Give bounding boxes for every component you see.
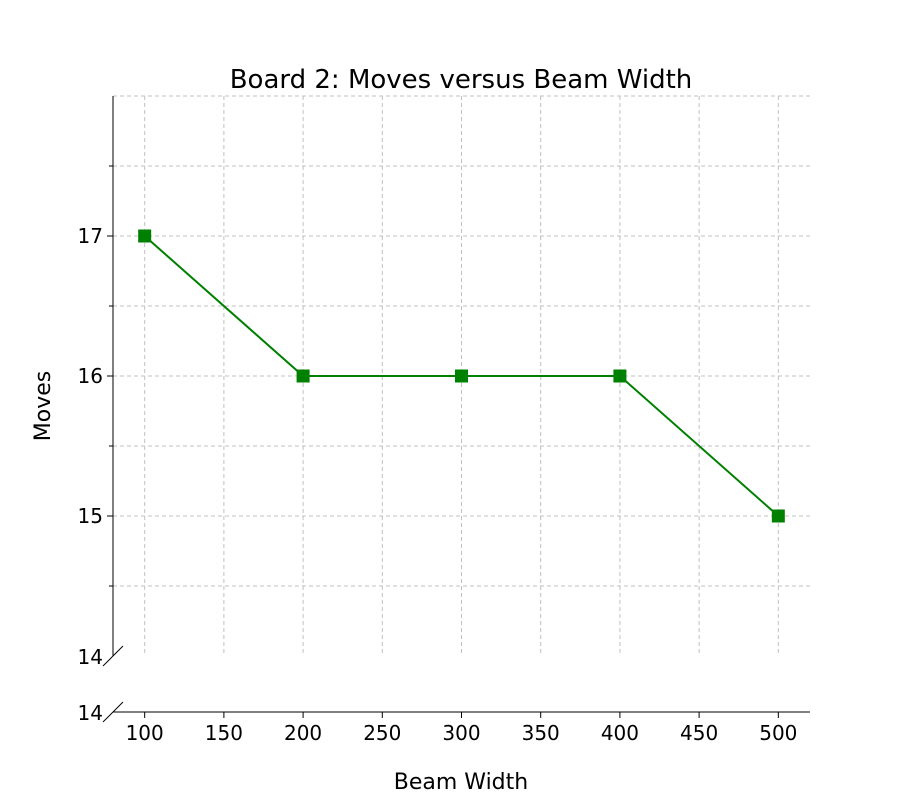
axis-layer	[102, 96, 810, 723]
data-point-500	[771, 509, 785, 523]
x-tick-label-350: 350	[522, 721, 560, 745]
x-tick-label-200: 200	[284, 721, 322, 745]
axis-break-mark-lower	[102, 701, 124, 723]
x-tick-label-100: 100	[126, 721, 164, 745]
data-point-200	[296, 369, 310, 383]
y-tick-label-15: 15	[78, 504, 103, 528]
axis-break-mark-upper	[102, 645, 124, 667]
y-break-label-upper: 14	[78, 645, 103, 669]
x-axis-title: Beam Width	[394, 770, 528, 795]
x-tick-label-150: 150	[205, 721, 243, 745]
data-point-400	[613, 369, 627, 383]
x-tick-label-500: 500	[759, 721, 797, 745]
x-tick-label-250: 250	[363, 721, 401, 745]
y-break-label-lower: 14	[78, 701, 103, 725]
data-point-100	[138, 229, 152, 243]
y-tick-label-17: 17	[78, 224, 103, 248]
y-tick-label-16: 16	[78, 364, 103, 388]
y-axis-title: Moves	[31, 371, 56, 441]
series-layer	[138, 229, 785, 523]
chart-title: Board 2: Moves versus Beam Width	[230, 65, 693, 95]
x-tick-label-300: 300	[442, 721, 480, 745]
tick-layer: 100 150 200 250 300 350 400 450 500 15 16 17 14 14	[78, 165, 797, 745]
x-tick-label-450: 450	[680, 721, 718, 745]
x-tick-label-400: 400	[601, 721, 639, 745]
data-point-300	[455, 369, 468, 383]
